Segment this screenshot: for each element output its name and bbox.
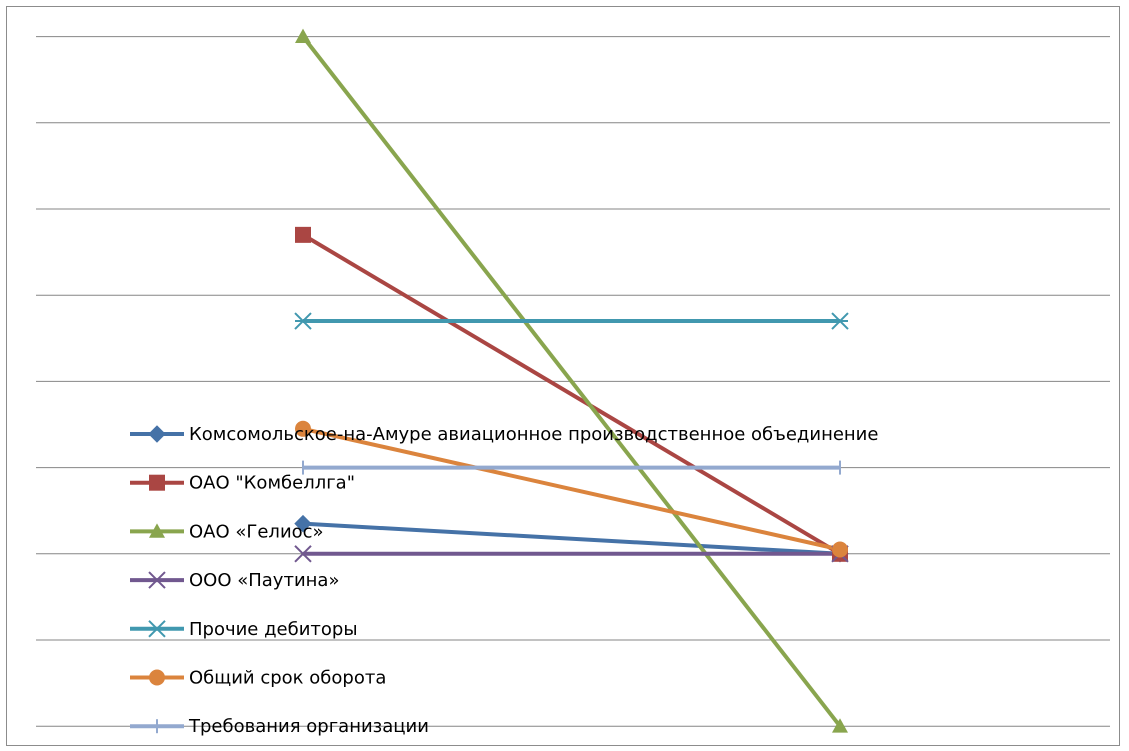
triangle-marker (149, 523, 165, 538)
series-line-6 (302, 426, 841, 552)
legend-label: ОАО «Гелиос» (189, 521, 324, 542)
series-line-1 (302, 521, 841, 556)
legend-item: ОАО "Комбеллга" (130, 473, 355, 494)
legend-item: Прочие дебиторы (130, 619, 358, 640)
star-marker (831, 312, 849, 330)
legend-item: Комсомольское-на-Амуре авиационное произ… (130, 424, 878, 445)
series-lines (301, 35, 842, 728)
star-marker (294, 312, 312, 330)
square-marker (295, 226, 311, 243)
diamond-marker (294, 514, 312, 533)
legend-item: ООО «Паутина» (130, 570, 339, 591)
triangle-marker (832, 718, 848, 733)
circle-marker (149, 669, 165, 686)
legend-item: Общий срок оборота (130, 668, 386, 689)
series-line-2 (301, 233, 842, 556)
diamond-marker (148, 425, 166, 443)
x-marker (148, 571, 166, 589)
triangle-marker (295, 28, 311, 43)
square-marker (149, 474, 165, 491)
series-line-3 (301, 35, 842, 728)
circle-marker (295, 420, 311, 437)
circle-marker (832, 541, 848, 558)
chart-frame (6, 6, 1120, 746)
legend-label: Комсомольское-на-Амуре авиационное произ… (189, 424, 878, 445)
legend: Комсомольское-на-Амуре авиационное произ… (130, 424, 878, 737)
star-marker (148, 620, 166, 638)
legend-label: Общий срок оборота (189, 668, 386, 689)
legend-item: Требования организации (130, 716, 429, 737)
legend-label: ОАО "Комбеллга" (189, 473, 355, 494)
legend-label: Прочие дебиторы (189, 619, 358, 640)
legend-label: ООО «Паутина» (189, 570, 339, 591)
legend-label: Требования организации (188, 716, 429, 737)
series-markers (294, 28, 849, 733)
x-marker (294, 545, 312, 563)
legend-item: ОАО «Гелиос» (130, 521, 324, 542)
